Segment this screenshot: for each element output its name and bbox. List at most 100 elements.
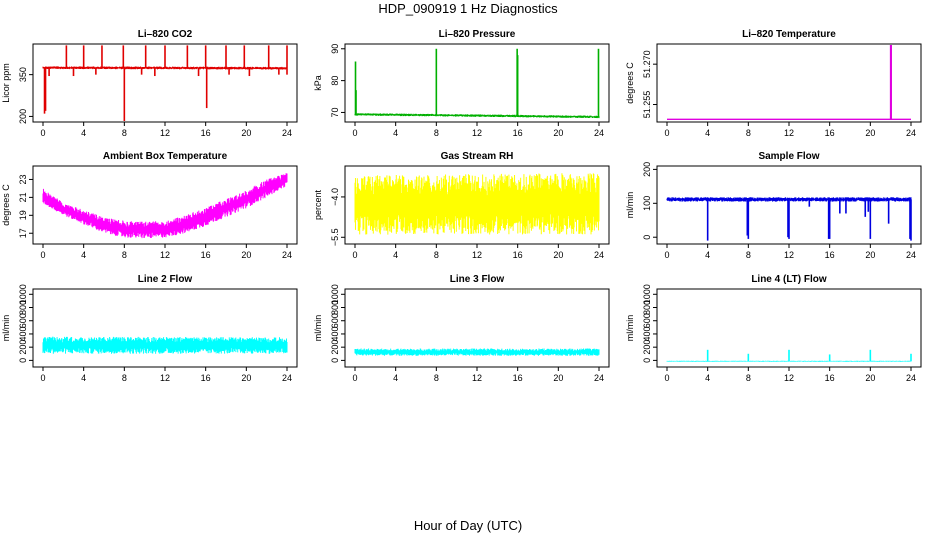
panel-4-band — [42, 173, 288, 239]
panel-3-xtick-label-12: 12 — [784, 128, 794, 138]
panel-2-series — [354, 48, 600, 119]
panel-5-xtick-label-24: 24 — [594, 250, 604, 260]
panel-7-frame — [32, 288, 298, 368]
panel-2-xtick-label-0: 0 — [352, 128, 357, 138]
panel-9-ylabel: ml/min — [625, 315, 635, 342]
panel-9-xtick-label-24: 24 — [906, 373, 916, 383]
panel-3-title: Li–820 Temperature — [742, 29, 836, 40]
panel-3-ylabel: degrees C — [625, 62, 635, 104]
panel-4-title: Ambient Box Temperature — [103, 151, 228, 162]
panel-4-ytick-label-2: 21 — [18, 192, 28, 202]
panel-8-series — [354, 348, 600, 356]
panel-1-xtick-label-24: 24 — [282, 128, 292, 138]
panel-2-xtick-label-4: 4 — [393, 128, 398, 138]
panel-4-xtick-label-4: 4 — [81, 250, 86, 260]
panel-6-ytick-label-2: 200 — [642, 162, 652, 177]
panel-2-title: Li–820 Pressure — [439, 29, 516, 40]
panel-2-xtick-label-16: 16 — [513, 128, 523, 138]
panel-2-ytick-label-2: 90 — [330, 44, 340, 54]
panel-9-ytick-label-3: 600 — [642, 313, 652, 328]
panel-8-xtick-label-24: 24 — [594, 373, 604, 383]
panel-5-ylabel: percent — [313, 189, 323, 220]
panel-7-xtick-label-0: 0 — [40, 373, 45, 383]
panel-9-xtick-label-4: 4 — [705, 373, 710, 383]
panel-1-band — [42, 66, 288, 70]
panel-3-ytick-label-1: 51.270 — [642, 50, 652, 78]
panel-9-xtick-label-0: 0 — [664, 373, 669, 383]
panel-4-ytick-label-3: 23 — [18, 174, 28, 184]
panel-2-xtick-label-12: 12 — [472, 128, 482, 138]
panel-6-xtick-label-0: 0 — [664, 250, 669, 260]
panel-4-xtick-label-0: 0 — [40, 250, 45, 260]
panel-4-xtick-label-24: 24 — [282, 250, 292, 260]
panel-7-xtick-label-12: 12 — [160, 373, 170, 383]
panel-8-band — [354, 348, 600, 356]
panel-2-ylabel: kPa — [313, 75, 323, 91]
panel-1-xtick-label-16: 16 — [201, 128, 211, 138]
panel-6-xtick-label-4: 4 — [705, 250, 710, 260]
panel-2-xtick-label-8: 8 — [434, 128, 439, 138]
panel-1-xtick-label-12: 12 — [160, 128, 170, 138]
panel-8-ytick-label-1: 200 — [330, 340, 340, 355]
panel-2-xtick-label-20: 20 — [553, 128, 563, 138]
panel-9-xtick-label-20: 20 — [865, 373, 875, 383]
panel-6-xtick-label-12: 12 — [784, 250, 794, 260]
panel-7-xtick-label-16: 16 — [201, 373, 211, 383]
panel-5-xtick-label-4: 4 — [393, 250, 398, 260]
panel-7-xtick-label-24: 24 — [282, 373, 292, 383]
panel-1-xtick-label-8: 8 — [122, 128, 127, 138]
panel-8-xtick-label-4: 4 — [393, 373, 398, 383]
panel-5-ytick-label-0: −5.5 — [330, 228, 340, 246]
panel-3-frame — [656, 43, 922, 123]
panel-9-ytick-label-0: 0 — [642, 358, 652, 363]
panel-3-xtick-label-0: 0 — [664, 128, 669, 138]
panel-1-xtick-label-0: 0 — [40, 128, 45, 138]
panel-9-xtick-label-8: 8 — [746, 373, 751, 383]
panel-6-xtick-label-20: 20 — [865, 250, 875, 260]
panel-5-band — [354, 173, 600, 235]
panel-6-ylabel: ml/min — [625, 192, 635, 219]
panel-8-ytick-label-3: 600 — [330, 313, 340, 328]
panel-9-ytick-label-1: 200 — [642, 340, 652, 355]
panel-9-ytick-label-5: 1000 — [642, 284, 652, 304]
panel-7-ytick-label-2: 400 — [18, 326, 28, 341]
panel-8-xtick-label-12: 12 — [472, 373, 482, 383]
panel-8-ytick-label-5: 1000 — [330, 284, 340, 304]
panel-5-title: Gas Stream RH — [441, 151, 514, 162]
panel-6-ytick-label-1: 100 — [642, 196, 652, 211]
panel-7-ytick-label-0: 0 — [18, 358, 28, 363]
panel-7-title: Line 2 Flow — [138, 274, 193, 285]
panel-9-title: Line 4 (LT) Flow — [751, 274, 827, 285]
panel-7-ytick-label-5: 1000 — [18, 284, 28, 304]
panel-5-xtick-label-0: 0 — [352, 250, 357, 260]
panel-4-ytick-label-1: 19 — [18, 210, 28, 220]
panel-7-xtick-label-8: 8 — [122, 373, 127, 383]
panel-7-xtick-label-4: 4 — [81, 373, 86, 383]
panel-5-xtick-label-8: 8 — [434, 250, 439, 260]
panel-1-series — [42, 45, 288, 121]
panel-4-ylabel: degrees C — [1, 184, 11, 226]
panel-9-xtick-label-16: 16 — [825, 373, 835, 383]
panel-3-xtick-label-16: 16 — [825, 128, 835, 138]
panel-6-xtick-label-24: 24 — [906, 250, 916, 260]
panel-3-xtick-label-24: 24 — [906, 128, 916, 138]
panel-8-ylabel: ml/min — [313, 315, 323, 342]
panel-5-xtick-label-16: 16 — [513, 250, 523, 260]
panel-4-xtick-label-16: 16 — [201, 250, 211, 260]
panel-8-ytick-label-2: 400 — [330, 326, 340, 341]
panel-8-ytick-label-4: 800 — [330, 300, 340, 315]
panel-2-ytick-label-0: 70 — [330, 107, 340, 117]
panel-6-xtick-label-8: 8 — [746, 250, 751, 260]
panel-1-title: Li–820 CO2 — [138, 29, 193, 40]
panel-6-title: Sample Flow — [758, 151, 819, 162]
panel-4-ytick-label-0: 17 — [18, 228, 28, 238]
panel-7-ytick-label-4: 800 — [18, 300, 28, 315]
panel-2-frame — [344, 43, 610, 123]
panel-1-ytick-label-0: 200 — [18, 109, 28, 124]
panel-8-xtick-label-16: 16 — [513, 373, 523, 383]
panel-4-xtick-label-20: 20 — [241, 250, 251, 260]
panel-1-ylabel: Licor ppm — [1, 63, 11, 103]
panel-7-ytick-label-3: 600 — [18, 313, 28, 328]
